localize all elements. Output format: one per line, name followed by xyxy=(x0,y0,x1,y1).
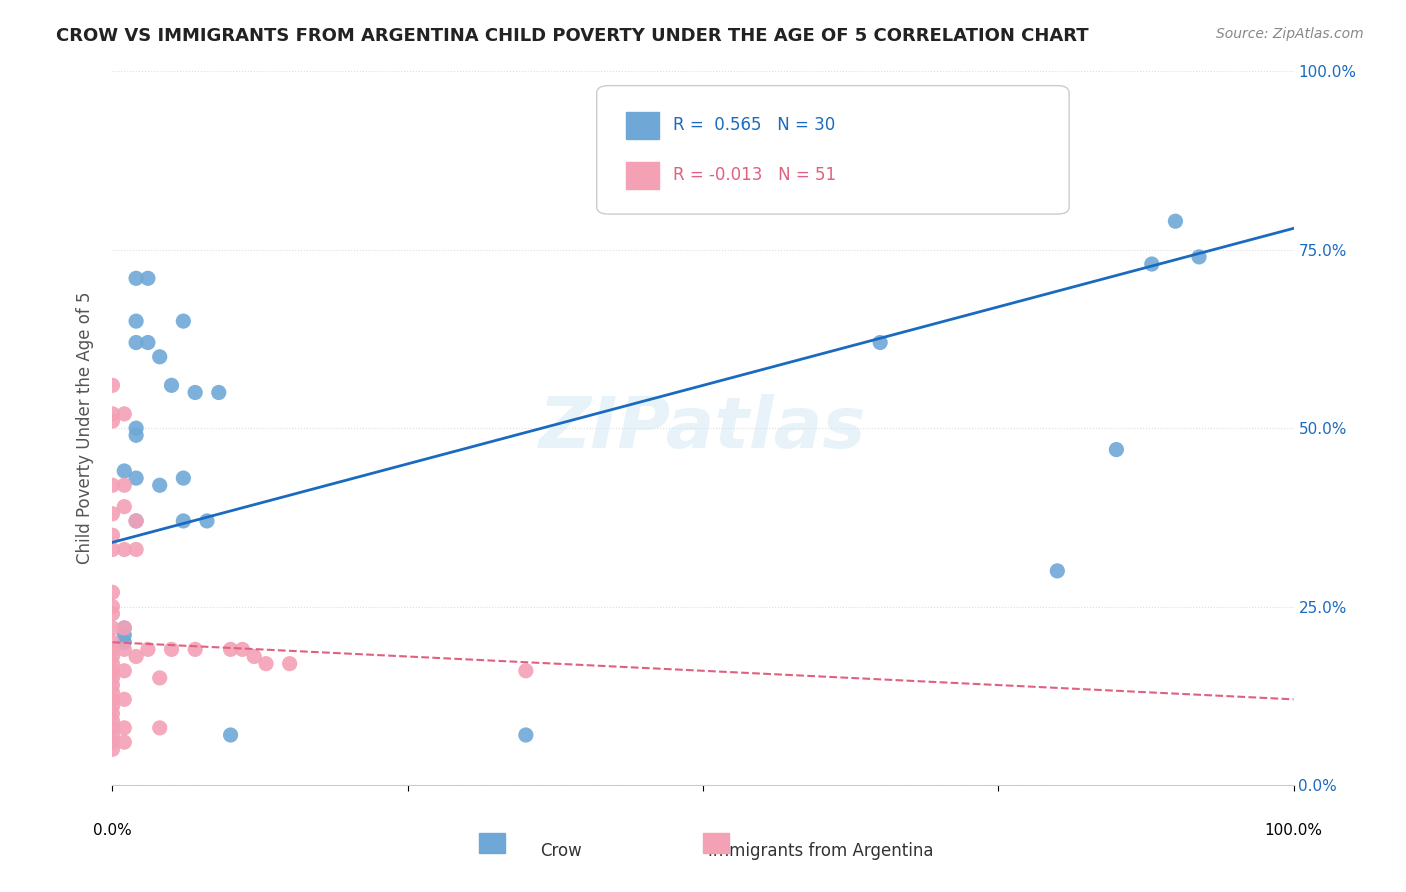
Point xyxy=(101,728,124,742)
Text: 100.0%: 100.0% xyxy=(1264,823,1323,838)
Point xyxy=(101,664,124,678)
Point xyxy=(101,671,124,685)
Point xyxy=(101,706,124,721)
Point xyxy=(101,721,124,735)
Point xyxy=(112,542,135,557)
Point xyxy=(101,507,124,521)
Point xyxy=(1140,257,1163,271)
Y-axis label: Child Poverty Under the Age of 5: Child Poverty Under the Age of 5 xyxy=(76,292,94,565)
Point xyxy=(231,642,253,657)
Point xyxy=(515,728,537,742)
Bar xyxy=(626,162,659,189)
Point xyxy=(219,728,242,742)
Point xyxy=(125,428,148,442)
Point xyxy=(149,721,172,735)
Point xyxy=(172,514,194,528)
Text: CROW VS IMMIGRANTS FROM ARGENTINA CHILD POVERTY UNDER THE AGE OF 5 CORRELATION C: CROW VS IMMIGRANTS FROM ARGENTINA CHILD … xyxy=(56,27,1088,45)
Point xyxy=(112,692,135,706)
Point xyxy=(101,607,124,621)
Point xyxy=(208,385,231,400)
Point xyxy=(101,528,124,542)
Point xyxy=(219,642,242,657)
Point xyxy=(125,314,148,328)
Point xyxy=(101,414,124,428)
Point xyxy=(136,642,159,657)
Point xyxy=(160,642,183,657)
Point xyxy=(101,657,124,671)
Point xyxy=(101,685,124,699)
Point xyxy=(184,642,207,657)
Point xyxy=(172,471,194,485)
Point xyxy=(172,314,194,328)
Point xyxy=(149,671,172,685)
Point xyxy=(112,500,135,514)
Point xyxy=(112,721,135,735)
Text: Immigrants from Argentina: Immigrants from Argentina xyxy=(709,842,934,860)
Point xyxy=(125,471,148,485)
Point xyxy=(1164,214,1187,228)
Point xyxy=(101,735,124,749)
Point xyxy=(869,335,891,350)
Point xyxy=(243,649,266,664)
Point xyxy=(112,621,135,635)
Point xyxy=(515,664,537,678)
Point xyxy=(112,664,135,678)
Point xyxy=(254,657,277,671)
Point xyxy=(125,421,148,435)
Point xyxy=(112,642,135,657)
Bar xyxy=(703,833,728,853)
Point xyxy=(149,478,172,492)
Point xyxy=(125,271,148,285)
Point xyxy=(101,378,124,392)
Point xyxy=(1046,564,1069,578)
Text: R =  0.565   N = 30: R = 0.565 N = 30 xyxy=(673,116,835,134)
Point xyxy=(1188,250,1211,264)
Point xyxy=(101,599,124,614)
Text: 0.0%: 0.0% xyxy=(93,823,132,838)
Point xyxy=(136,271,159,285)
Text: R = -0.013   N = 51: R = -0.013 N = 51 xyxy=(673,166,837,184)
Point xyxy=(101,542,124,557)
Point xyxy=(1105,442,1128,457)
Point xyxy=(112,735,135,749)
Point xyxy=(112,478,135,492)
Point xyxy=(101,635,124,649)
Point xyxy=(125,649,148,664)
Point xyxy=(112,407,135,421)
Point xyxy=(101,742,124,756)
Point xyxy=(101,585,124,599)
Point xyxy=(136,335,159,350)
FancyBboxPatch shape xyxy=(596,86,1069,214)
Point xyxy=(101,621,124,635)
Point xyxy=(184,385,207,400)
Point xyxy=(101,714,124,728)
Point xyxy=(101,692,124,706)
Bar xyxy=(478,833,505,853)
Point xyxy=(125,542,148,557)
Point xyxy=(125,335,148,350)
Point xyxy=(112,628,135,642)
Point xyxy=(112,621,135,635)
Point xyxy=(125,514,148,528)
Point xyxy=(101,649,124,664)
Point xyxy=(195,514,218,528)
Point xyxy=(101,678,124,692)
Point xyxy=(101,642,124,657)
Text: ZIPatlas: ZIPatlas xyxy=(540,393,866,463)
Point xyxy=(112,464,135,478)
Point xyxy=(101,699,124,714)
Point xyxy=(112,635,135,649)
Point xyxy=(149,350,172,364)
Point xyxy=(125,514,148,528)
Bar xyxy=(626,112,659,139)
Point xyxy=(278,657,301,671)
Point xyxy=(160,378,183,392)
Point xyxy=(101,478,124,492)
Text: Crow: Crow xyxy=(540,842,582,860)
Point xyxy=(101,407,124,421)
Text: Source: ZipAtlas.com: Source: ZipAtlas.com xyxy=(1216,27,1364,41)
